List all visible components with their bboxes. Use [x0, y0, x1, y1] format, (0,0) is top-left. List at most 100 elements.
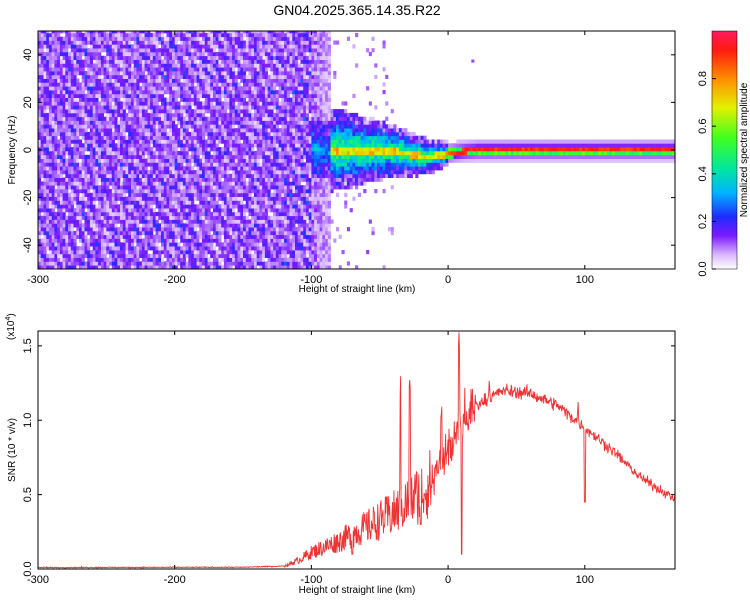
spectrogram-cell — [243, 143, 247, 148]
spectrogram-cell — [177, 170, 181, 175]
spectrogram-cell — [256, 215, 260, 220]
spectrogram-cell — [221, 31, 225, 34]
spectrogram-cell — [152, 31, 156, 34]
spectrogram-cell — [68, 63, 72, 68]
spectrogram-cell — [46, 230, 50, 236]
spectrogram-cell — [79, 173, 83, 178]
spectrogram-cell — [111, 181, 115, 186]
spectrogram-cell — [79, 234, 83, 239]
spectrogram-cell — [133, 173, 137, 178]
spectrogram-cell — [163, 147, 167, 152]
spectrogram-cell — [174, 105, 178, 110]
spectrogram-cell — [243, 131, 247, 137]
spectrogram-cell — [147, 59, 151, 64]
spectrogram-cell — [48, 227, 52, 232]
spectrogram-cell — [199, 55, 203, 60]
spectrogram-cell — [256, 242, 260, 247]
spectrogram-cell — [70, 246, 74, 251]
spectrogram-cell — [150, 204, 154, 209]
spectrogram-cell — [109, 120, 113, 125]
spectrogram-cell — [215, 78, 219, 83]
spectrogram-cell — [38, 82, 42, 87]
spectrogram-cell — [169, 253, 173, 258]
spectrogram-cell — [161, 120, 165, 125]
spectrogram-cell — [87, 40, 91, 45]
spectrogram-cell — [251, 101, 255, 106]
spectrogram-cell — [166, 74, 170, 79]
spectrogram-cell — [51, 109, 55, 114]
spectrogram-cell — [48, 120, 52, 125]
spectrogram-cell — [221, 40, 225, 45]
spectrogram-cell — [185, 158, 189, 163]
spectrogram-cell — [152, 189, 156, 194]
spectrogram-cell — [59, 116, 63, 121]
spectrogram-cell — [147, 246, 151, 251]
spectrogram-cell — [48, 192, 52, 197]
spectrogram-cell — [221, 173, 225, 178]
spectrogram-cell — [57, 124, 61, 129]
spectrogram-cell — [202, 93, 206, 98]
spectrogram-cell — [172, 78, 176, 83]
spectrogram-cell — [196, 181, 200, 186]
spectrogram-cell — [106, 59, 110, 64]
spectrogram-cell — [73, 44, 77, 49]
spectrogram-cell — [43, 101, 47, 106]
spectrogram-cell — [87, 63, 91, 68]
spectrogram-cell — [48, 101, 52, 106]
spectrogram-cell — [62, 90, 66, 95]
spectrogram-cell — [114, 170, 118, 175]
spectrogram-cell — [95, 230, 99, 236]
spectrogram-cell — [109, 93, 113, 98]
spectrogram-cell — [95, 257, 99, 262]
spectrogram-cell — [141, 128, 145, 133]
spectrogram-cell — [51, 230, 55, 236]
spectrogram-cell — [131, 147, 135, 152]
spectrogram-cell — [73, 71, 77, 76]
spectrogram-cell — [57, 170, 61, 175]
spectrogram-cell — [141, 135, 145, 140]
spectrogram-cell — [237, 234, 241, 239]
spectrogram-cell — [177, 261, 181, 266]
spectrogram-cell — [240, 230, 244, 236]
spectrogram-cell — [213, 31, 217, 34]
spectrogram-cell — [120, 40, 124, 45]
spectrogram-cell — [92, 257, 96, 262]
spectrogram-cell — [144, 51, 148, 57]
spectrogram-cell — [161, 238, 165, 243]
spectrogram-cell — [232, 78, 236, 83]
spectrogram-cell — [256, 230, 260, 236]
spectrogram-cell — [155, 40, 159, 45]
spectrogram-cell — [163, 116, 167, 121]
spectrogram-cell — [226, 143, 230, 148]
spectrogram-cell — [62, 78, 66, 83]
spectrogram-cell — [161, 116, 165, 121]
spectrogram-cell — [243, 151, 247, 156]
spectrogram-cell — [48, 55, 52, 60]
spectrogram-cell — [92, 31, 96, 34]
spectrogram-cell — [141, 238, 145, 243]
spectrogram-cell — [196, 139, 200, 144]
spectrogram-cell — [46, 51, 50, 57]
spectrogram-cell — [131, 211, 135, 217]
spectrogram-cell — [81, 109, 85, 114]
spectrogram-cell — [114, 215, 118, 220]
spectrogram-cell — [120, 170, 124, 175]
spectrogram-cell — [199, 71, 203, 76]
spectrogram-cell — [229, 32, 233, 38]
spectrogram-cell — [218, 74, 222, 79]
spectrogram-cell — [81, 40, 85, 45]
spectrogram-cell — [122, 151, 126, 156]
spectrogram-cell — [191, 31, 195, 34]
spectrogram-cell — [43, 230, 47, 236]
spectrogram-cell — [141, 257, 145, 262]
spectrogram-cell — [65, 196, 69, 201]
spectrogram-cell — [174, 265, 178, 269]
spectrogram-cell — [40, 112, 44, 118]
spectrogram-cell — [131, 112, 135, 118]
spectrogram-cell — [207, 116, 211, 121]
spectrogram-cell — [65, 71, 69, 76]
spectrogram-cell — [59, 105, 63, 110]
spectrogram-cell — [163, 242, 167, 247]
spectrogram-cell — [240, 223, 244, 228]
spectrogram-cell — [95, 63, 99, 68]
